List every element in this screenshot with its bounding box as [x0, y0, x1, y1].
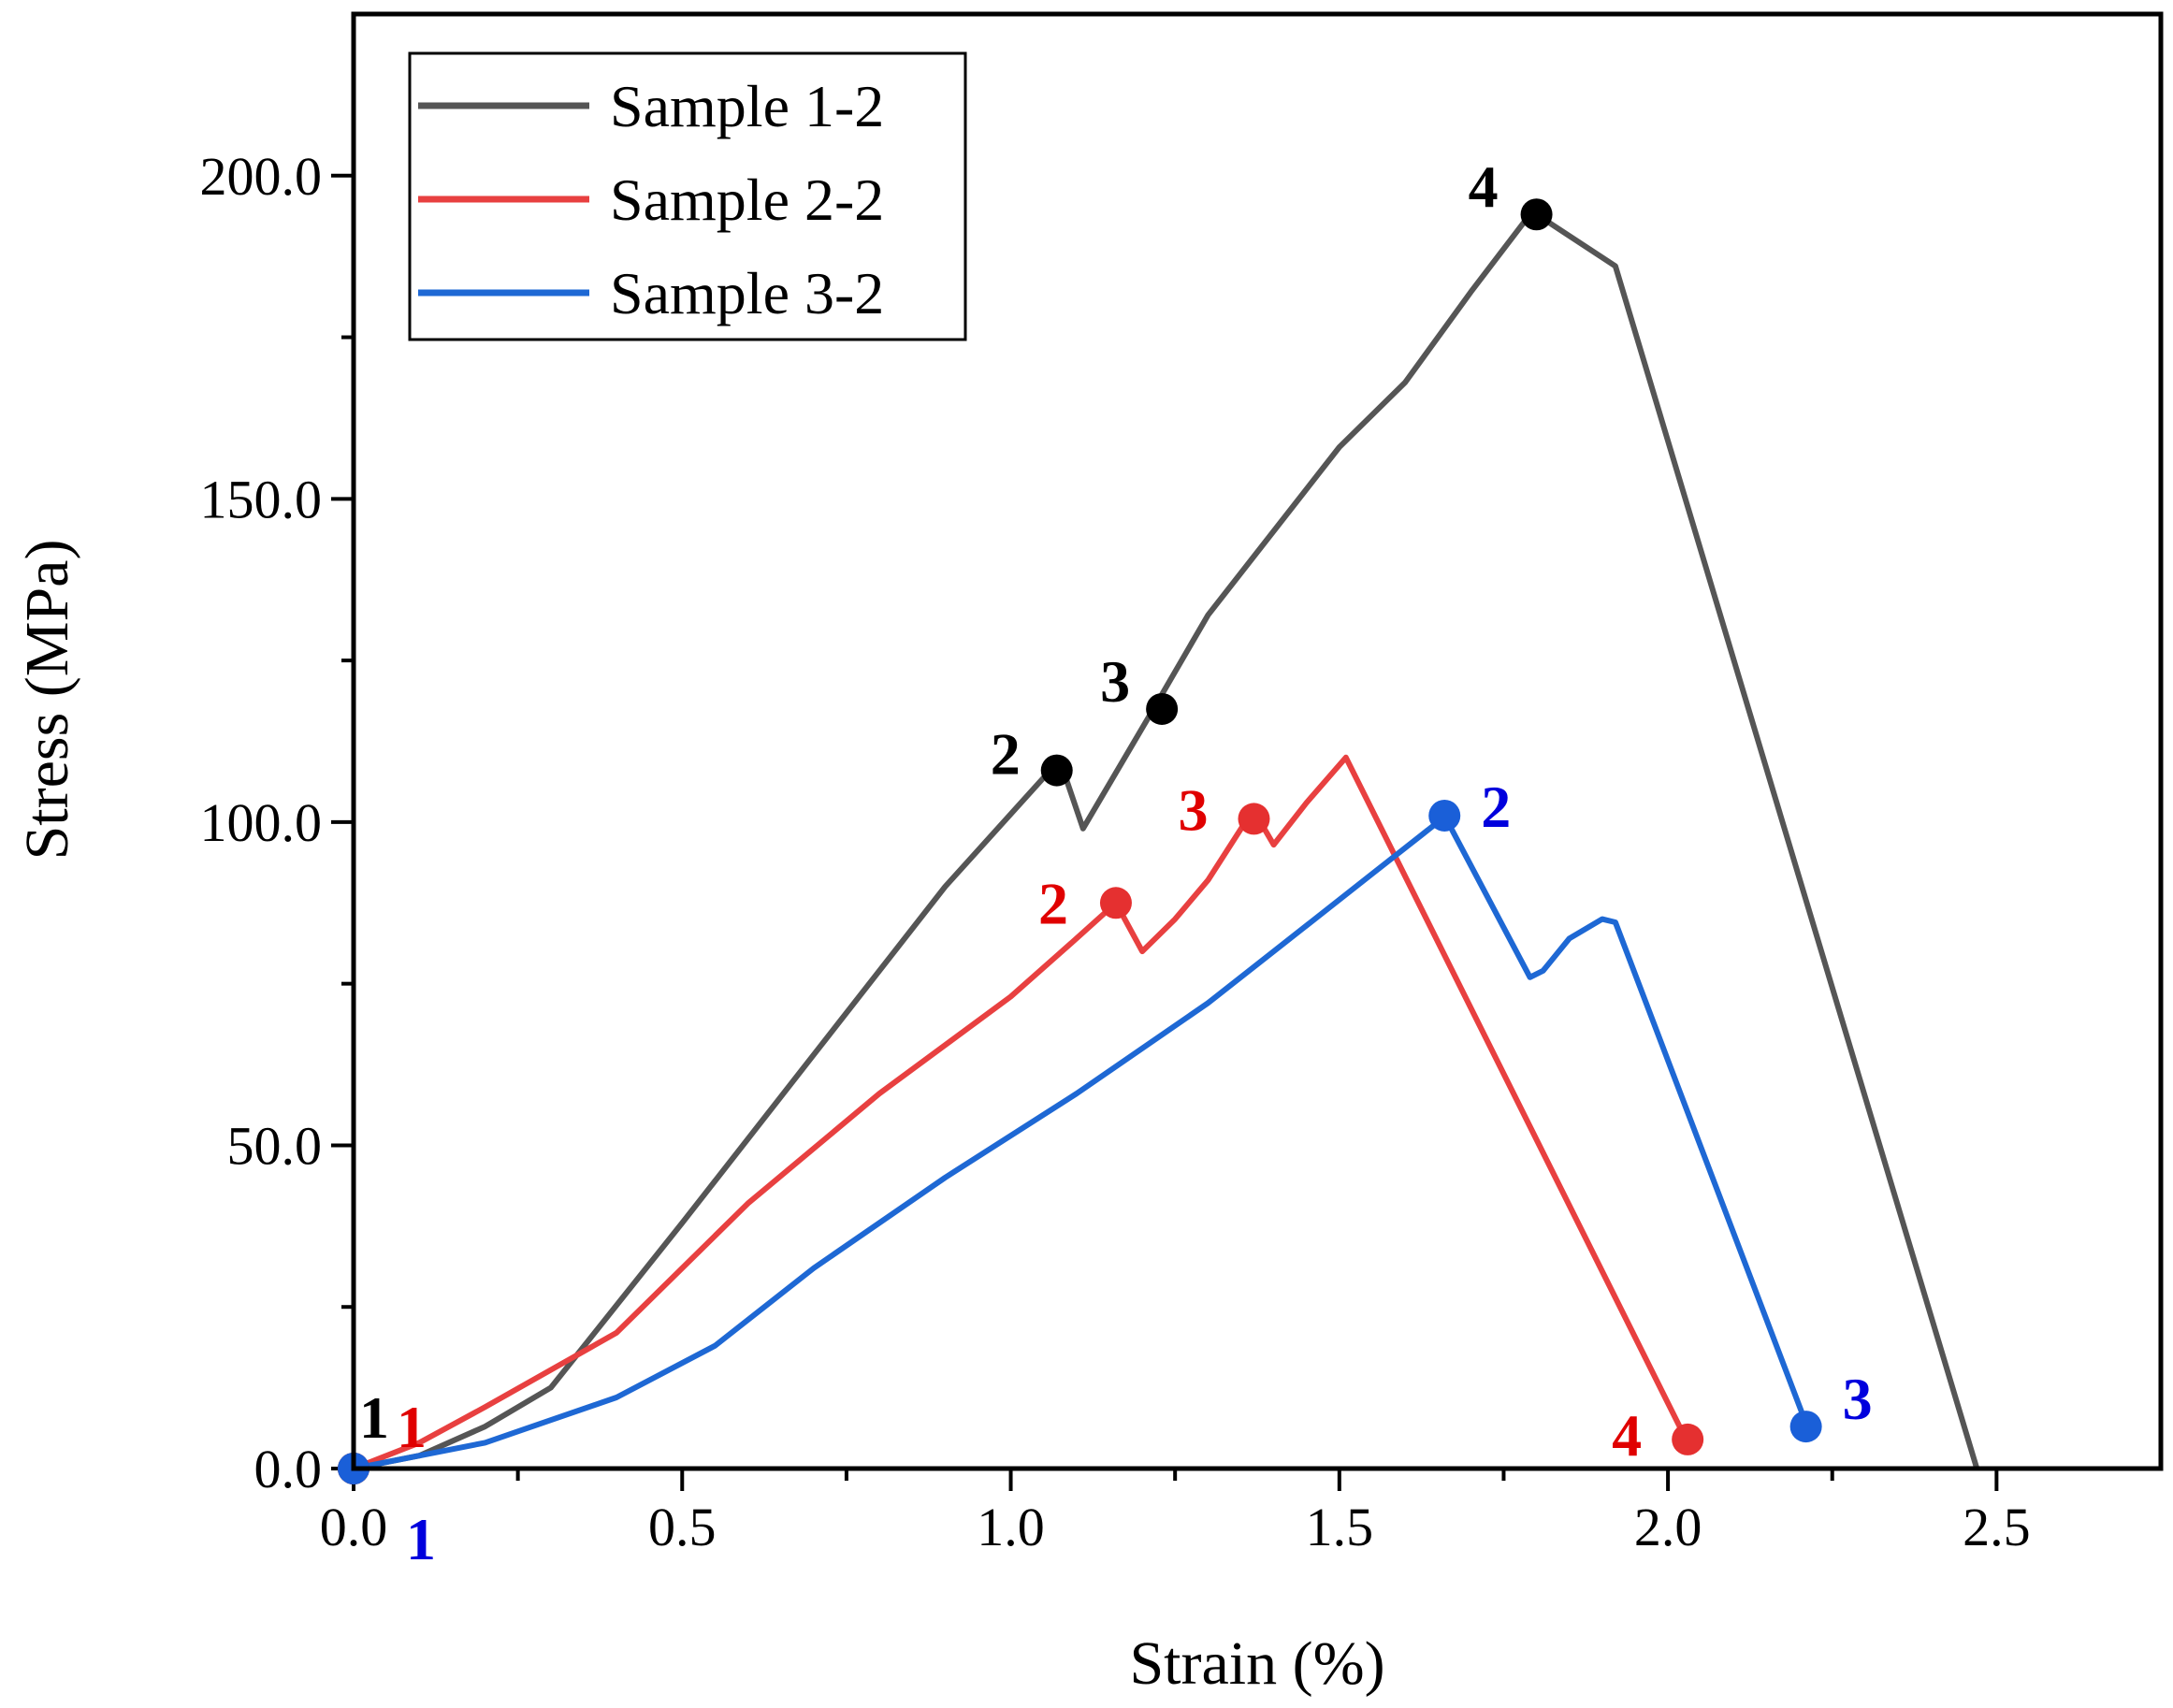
marker-label-series-2-point-1: 1 [397, 1394, 427, 1460]
y-axis-title: Stress (MPa) [13, 540, 81, 861]
marker-label-series-2-point-3: 3 [1178, 776, 1208, 843]
marker-label-series-1-point-3: 3 [1100, 648, 1130, 715]
series-line-3 [353, 813, 1809, 1471]
series-line-2 [352, 754, 1690, 1471]
marker-label-series-3-point-1: 1 [406, 1506, 436, 1572]
axis-ticks: 0.0 0.5 1.0 1.5 2.0 2.5 0.0 50.0 100.0 150.0 200.0 [200, 146, 2031, 1557]
x-axis-title: Strain (%) [1129, 1629, 1384, 1698]
plot-frame [351, 11, 2164, 1471]
legend-label-1: Sample 1-2 [610, 73, 884, 139]
marker-series-1-point-2 [1040, 754, 1073, 787]
marker-series-3-point-2 [1428, 799, 1461, 832]
marker-label-series-1-point-1: 1 [359, 1384, 389, 1451]
x-tick-label: 0.0 [320, 1497, 388, 1557]
y-tick-label: 50.0 [227, 1115, 323, 1176]
x-tick-label: 2.5 [1963, 1497, 2031, 1557]
marker-label-series-1-point-2: 2 [991, 721, 1021, 788]
marker-label-series-2-point-4: 4 [1612, 1402, 1642, 1469]
y-tick-label: 200.0 [200, 146, 323, 207]
marker-label-series-1-point-4: 4 [1469, 153, 1499, 220]
x-tick-label: 1.5 [1306, 1497, 1374, 1557]
marker-series-1-point-3 [1146, 692, 1179, 725]
marker-series-1-point-4 [1520, 198, 1553, 231]
marker-series-2-point-4 [1672, 1423, 1704, 1455]
series-markers: 1 2 3 4 1 2 3 4 1 2 3 [338, 153, 1873, 1572]
legend-label-3: Sample 3-2 [610, 260, 884, 326]
y-tick-label: 100.0 [200, 792, 323, 853]
marker-series-2-point-3 [1238, 803, 1270, 835]
marker-label-series-3-point-2: 2 [1481, 774, 1511, 840]
marker-series-2-point-2 [1099, 887, 1132, 919]
marker-series-3-point-3 [1789, 1411, 1822, 1443]
x-tick-label: 0.5 [648, 1497, 717, 1557]
y-tick-label: 150.0 [200, 469, 323, 529]
x-tick-label: 1.0 [977, 1497, 1045, 1557]
legend: Sample 1-2 Sample 2-2 Sample 3-2 [408, 51, 967, 341]
y-tick-label: 0.0 [254, 1439, 323, 1499]
legend-label-2: Sample 2-2 [610, 166, 884, 233]
x-tick-label: 2.0 [1634, 1497, 1702, 1557]
marker-label-series-3-point-3: 3 [1843, 1366, 1873, 1432]
marker-label-series-2-point-2: 2 [1038, 870, 1068, 936]
